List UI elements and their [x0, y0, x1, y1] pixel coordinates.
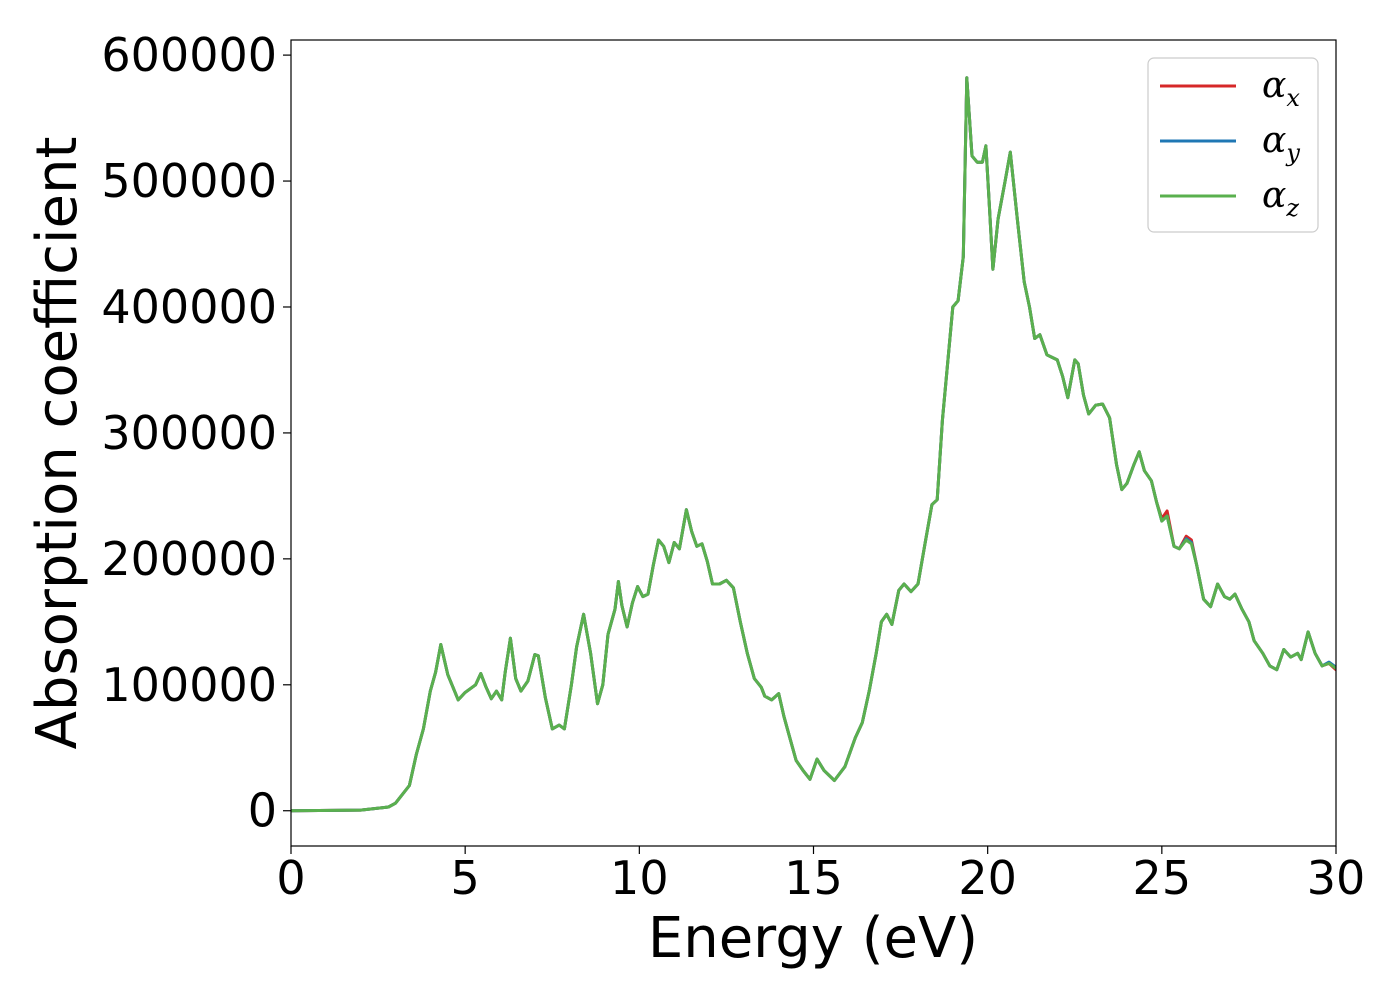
legend-subscript: x	[1286, 84, 1300, 112]
legend-symbol: α	[1262, 175, 1286, 216]
y-tick-label: 100000	[101, 658, 277, 712]
x-tick-label: 15	[784, 851, 843, 905]
legend-label-x: αx	[1262, 65, 1300, 112]
x-tick-label: 10	[610, 851, 669, 905]
y-tick-label: 200000	[101, 532, 277, 586]
legend-subscript: z	[1285, 194, 1299, 222]
legend-symbol: α	[1262, 120, 1286, 161]
x-tick-label: 20	[958, 851, 1017, 905]
legend-symbol: α	[1262, 65, 1286, 106]
series-layer	[291, 76, 1336, 813]
series-line-z	[291, 76, 1336, 813]
legend-label-y: αy	[1262, 120, 1300, 167]
x-axis-title: Energy (eV)	[648, 906, 978, 971]
y-tick-label: 0	[248, 784, 277, 838]
x-tick-label: 5	[451, 851, 480, 905]
legend-subscript: y	[1285, 139, 1300, 167]
x-tick-label: 0	[276, 851, 305, 905]
y-tick-label: 600000	[101, 28, 277, 82]
y-tick-label: 500000	[101, 154, 277, 208]
x-tick-label: 25	[1133, 851, 1192, 905]
y-tick-label: 300000	[101, 406, 277, 460]
legend-label-z: αz	[1262, 175, 1299, 222]
y-axis-title: Absorption coefficient	[25, 137, 90, 750]
x-tick-label: 30	[1307, 851, 1366, 905]
y-axis-ticks: 0 100000 200000 300000 400000 500000 600000	[101, 28, 291, 838]
y-tick-label: 400000	[101, 280, 277, 334]
x-axis-ticks: 0 5 10 15 20 25 30	[276, 846, 1365, 905]
legend-box	[1147, 57, 1319, 233]
